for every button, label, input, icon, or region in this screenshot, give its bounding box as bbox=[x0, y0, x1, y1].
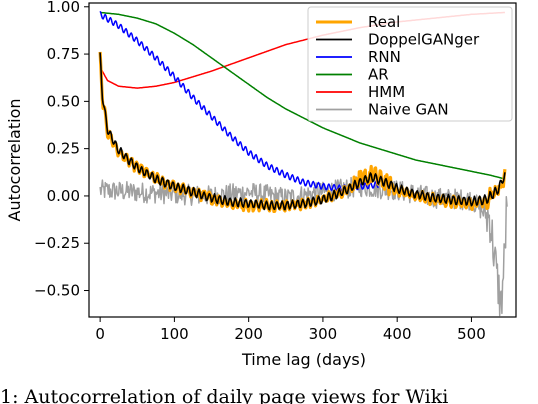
figure-caption: 1: Autocorrelation of daily page views f… bbox=[0, 380, 538, 404]
y-tick-label: 1.00 bbox=[47, 0, 80, 16]
legend-label-rnn: RNN bbox=[368, 48, 401, 66]
legend-label-doppelganger: DoppelGANger bbox=[368, 31, 480, 49]
x-tick-label: 400 bbox=[383, 325, 412, 343]
legend-label-real: Real bbox=[368, 13, 400, 31]
y-tick-label: 0.50 bbox=[47, 92, 80, 110]
y-tick-label: 0.00 bbox=[47, 187, 80, 205]
x-tick-label: 200 bbox=[234, 325, 263, 343]
y-tick-label: −0.25 bbox=[34, 234, 80, 252]
plot-frame bbox=[88, 2, 517, 318]
series-line-ar bbox=[100, 11, 506, 180]
legend-label-hmm: HMM bbox=[368, 83, 405, 101]
series-layer bbox=[98, 10, 508, 317]
x-axis-label: Time lag (days) bbox=[241, 350, 366, 369]
x-tick-label: 300 bbox=[309, 325, 338, 343]
legend-box bbox=[307, 6, 513, 122]
y-ticks: 1.00 0.75 0.50 0.25 0.00 −0.25 −0.50 bbox=[34, 0, 89, 300]
caption-text: 1: Autocorrelation of daily page views f… bbox=[0, 386, 449, 404]
y-tick-label: −0.50 bbox=[34, 282, 80, 300]
x-ticks: 0 100 200 300 400 500 bbox=[95, 317, 486, 343]
y-axis-label: Autocorrelation bbox=[5, 99, 24, 222]
legend-label-ar: AR bbox=[368, 66, 389, 84]
x-tick-label: 100 bbox=[160, 325, 189, 343]
y-tick-label: 0.25 bbox=[47, 140, 80, 158]
x-tick-label: 500 bbox=[457, 325, 486, 343]
series-line-doppelganger bbox=[99, 52, 506, 211]
series-line-naive-gan bbox=[99, 176, 508, 317]
series-line-rnn bbox=[99, 10, 379, 192]
y-tick-label: 0.75 bbox=[47, 45, 80, 63]
x-tick-label: 0 bbox=[95, 325, 105, 343]
legend-label-naive-gan: Naive GAN bbox=[368, 101, 449, 119]
